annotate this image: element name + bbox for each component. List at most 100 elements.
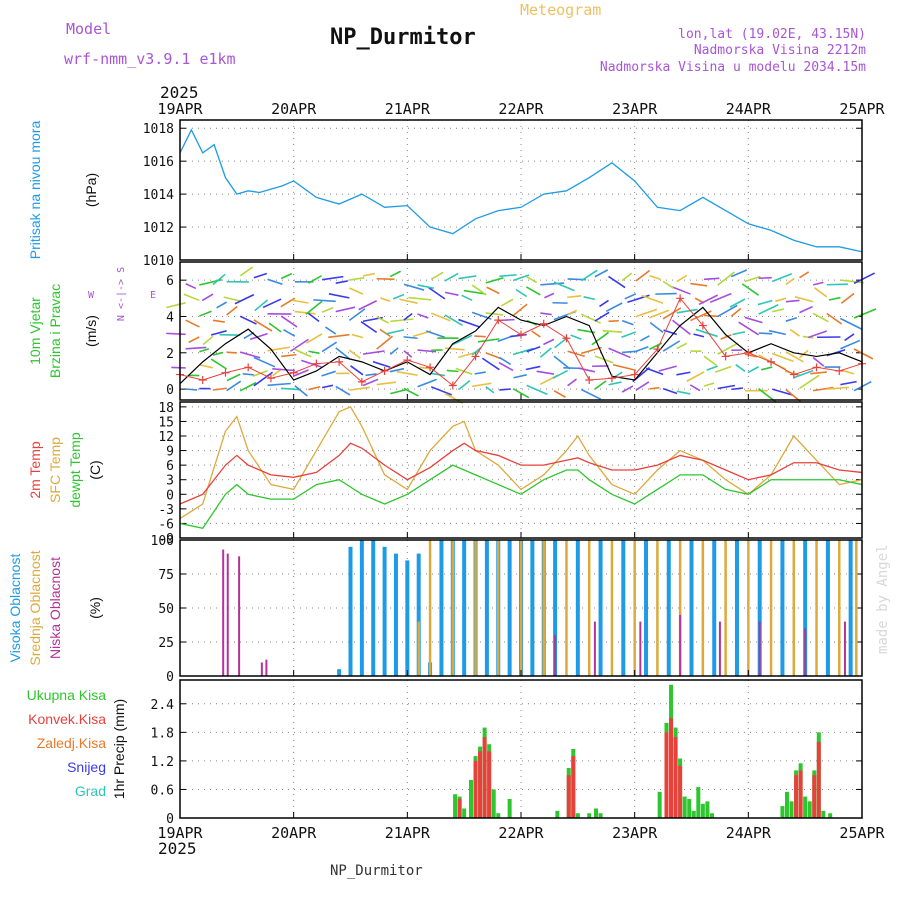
wind-arrow (281, 387, 301, 391)
mid-cloud-bar (792, 540, 796, 676)
x-tick-label-top: 21APR (385, 100, 431, 118)
y-tick-label: 0 (166, 812, 174, 827)
y-tick-label: 2.4 (151, 698, 175, 713)
wind-speed-line (179, 306, 863, 385)
mid-cloud-bar (656, 540, 659, 676)
wind-arrow (785, 299, 800, 303)
wind-arrow (730, 269, 748, 278)
low-cloud-bar (260, 662, 263, 676)
total-precip-bar (462, 808, 467, 818)
wind-arrow (308, 275, 322, 284)
wind-arrow (676, 308, 698, 314)
wind-arrow (253, 319, 273, 332)
mid-cloud-bar (497, 540, 500, 676)
convective-precip-bar (566, 775, 571, 818)
wind-gust-marker (517, 330, 525, 339)
wind-gust-marker (244, 363, 253, 372)
wind-arrow (512, 387, 530, 399)
total-precip-bar (807, 801, 812, 818)
wind-arrow (399, 298, 418, 304)
wind-arrow (715, 365, 732, 373)
mid-cloud-bar (542, 540, 545, 676)
high-cloud-bar (780, 540, 785, 676)
precip-legend-item: Zaledj.Kisa (37, 735, 106, 751)
wind-arrow (563, 367, 582, 370)
wind-arrow (676, 390, 691, 395)
wind-gust-marker (744, 348, 753, 357)
high-cloud-bar (359, 540, 364, 676)
wind-arrow (199, 364, 214, 369)
wind-arrow (812, 312, 829, 323)
wind-arrow (349, 287, 364, 295)
y-tick-label: 25 (158, 636, 174, 651)
wind-arrow (281, 353, 297, 358)
wind-arrow (744, 353, 758, 358)
wind-arrow (239, 381, 257, 392)
wind-arrow (242, 373, 254, 376)
panel-frame (179, 401, 863, 539)
wind-arrow (226, 380, 242, 392)
high-cloud-bar (598, 540, 603, 676)
high-cloud-bar (825, 540, 830, 676)
y-tick-label: 4 (166, 310, 174, 325)
wind-gust-marker (198, 376, 207, 385)
wind-arrow (425, 330, 446, 339)
mid-cloud-label: Srednja Oblacnost (27, 550, 43, 665)
wind-gust-marker (266, 374, 275, 383)
temp-2m-line (179, 442, 863, 505)
wind-gust-line (179, 297, 863, 387)
total-precip-bar (682, 796, 687, 818)
wind-arrow (335, 306, 356, 313)
wind-arrow (525, 365, 541, 371)
wind-arrow (335, 347, 351, 361)
precip-legend-item: Grad (75, 783, 106, 799)
wind-arrow (226, 351, 237, 354)
mid-cloud-bar (610, 540, 614, 676)
year-top: 2025 (160, 83, 199, 102)
wind-arrow (360, 321, 378, 334)
y-tick-label: 3 (166, 474, 174, 489)
wind-gust-marker (630, 370, 639, 379)
wind-arrow (658, 365, 677, 372)
wind-arrow (294, 310, 316, 315)
low-cloud-bar (226, 553, 229, 676)
wind-arrow (703, 355, 718, 367)
wind-arrow (552, 369, 568, 380)
high-cloud-bar (393, 553, 398, 676)
wind-arrow (717, 342, 739, 355)
wind-arrow (474, 335, 486, 338)
wind-arrow (526, 275, 538, 284)
wind-arrow (185, 283, 197, 290)
wind-arrow (417, 378, 437, 388)
mid-cloud-bar (747, 540, 750, 676)
wind-arrow (226, 373, 241, 382)
wind-arrow (267, 382, 291, 387)
wind-arrow (328, 293, 350, 299)
high-cloud-bar (348, 546, 353, 676)
wind-arrow (853, 272, 876, 285)
wind-arrow (591, 331, 609, 346)
elevation-label: Nadmorska Visina 2212m (694, 43, 866, 58)
wind-arrow (301, 359, 323, 368)
wind-ylabel-2: Brzina i Pravac (47, 284, 63, 378)
wind-arrow (283, 328, 296, 337)
y-tick-label: 0.6 (151, 783, 174, 798)
wind-arrow (703, 277, 720, 281)
wind-arrow (307, 312, 320, 323)
wind-arrow (814, 287, 828, 298)
wind-arrow (481, 357, 500, 371)
precip-legend-item: Konvek.Kisa (28, 711, 106, 727)
wind-arrow (472, 382, 492, 388)
convective-precip-bar (571, 756, 576, 818)
wind-arrow (376, 335, 394, 350)
wind-arrow (498, 361, 514, 372)
wind-arrow (477, 338, 500, 343)
convective-precip-bar (794, 775, 799, 818)
mid-cloud-bar (855, 540, 858, 676)
wind-arrow (417, 284, 434, 290)
wind-arrow (676, 342, 688, 350)
pressure-line (179, 128, 863, 253)
y-tick-label: 6 (166, 274, 174, 289)
wind-arrow (536, 370, 555, 375)
wind-gust-marker (585, 376, 594, 385)
